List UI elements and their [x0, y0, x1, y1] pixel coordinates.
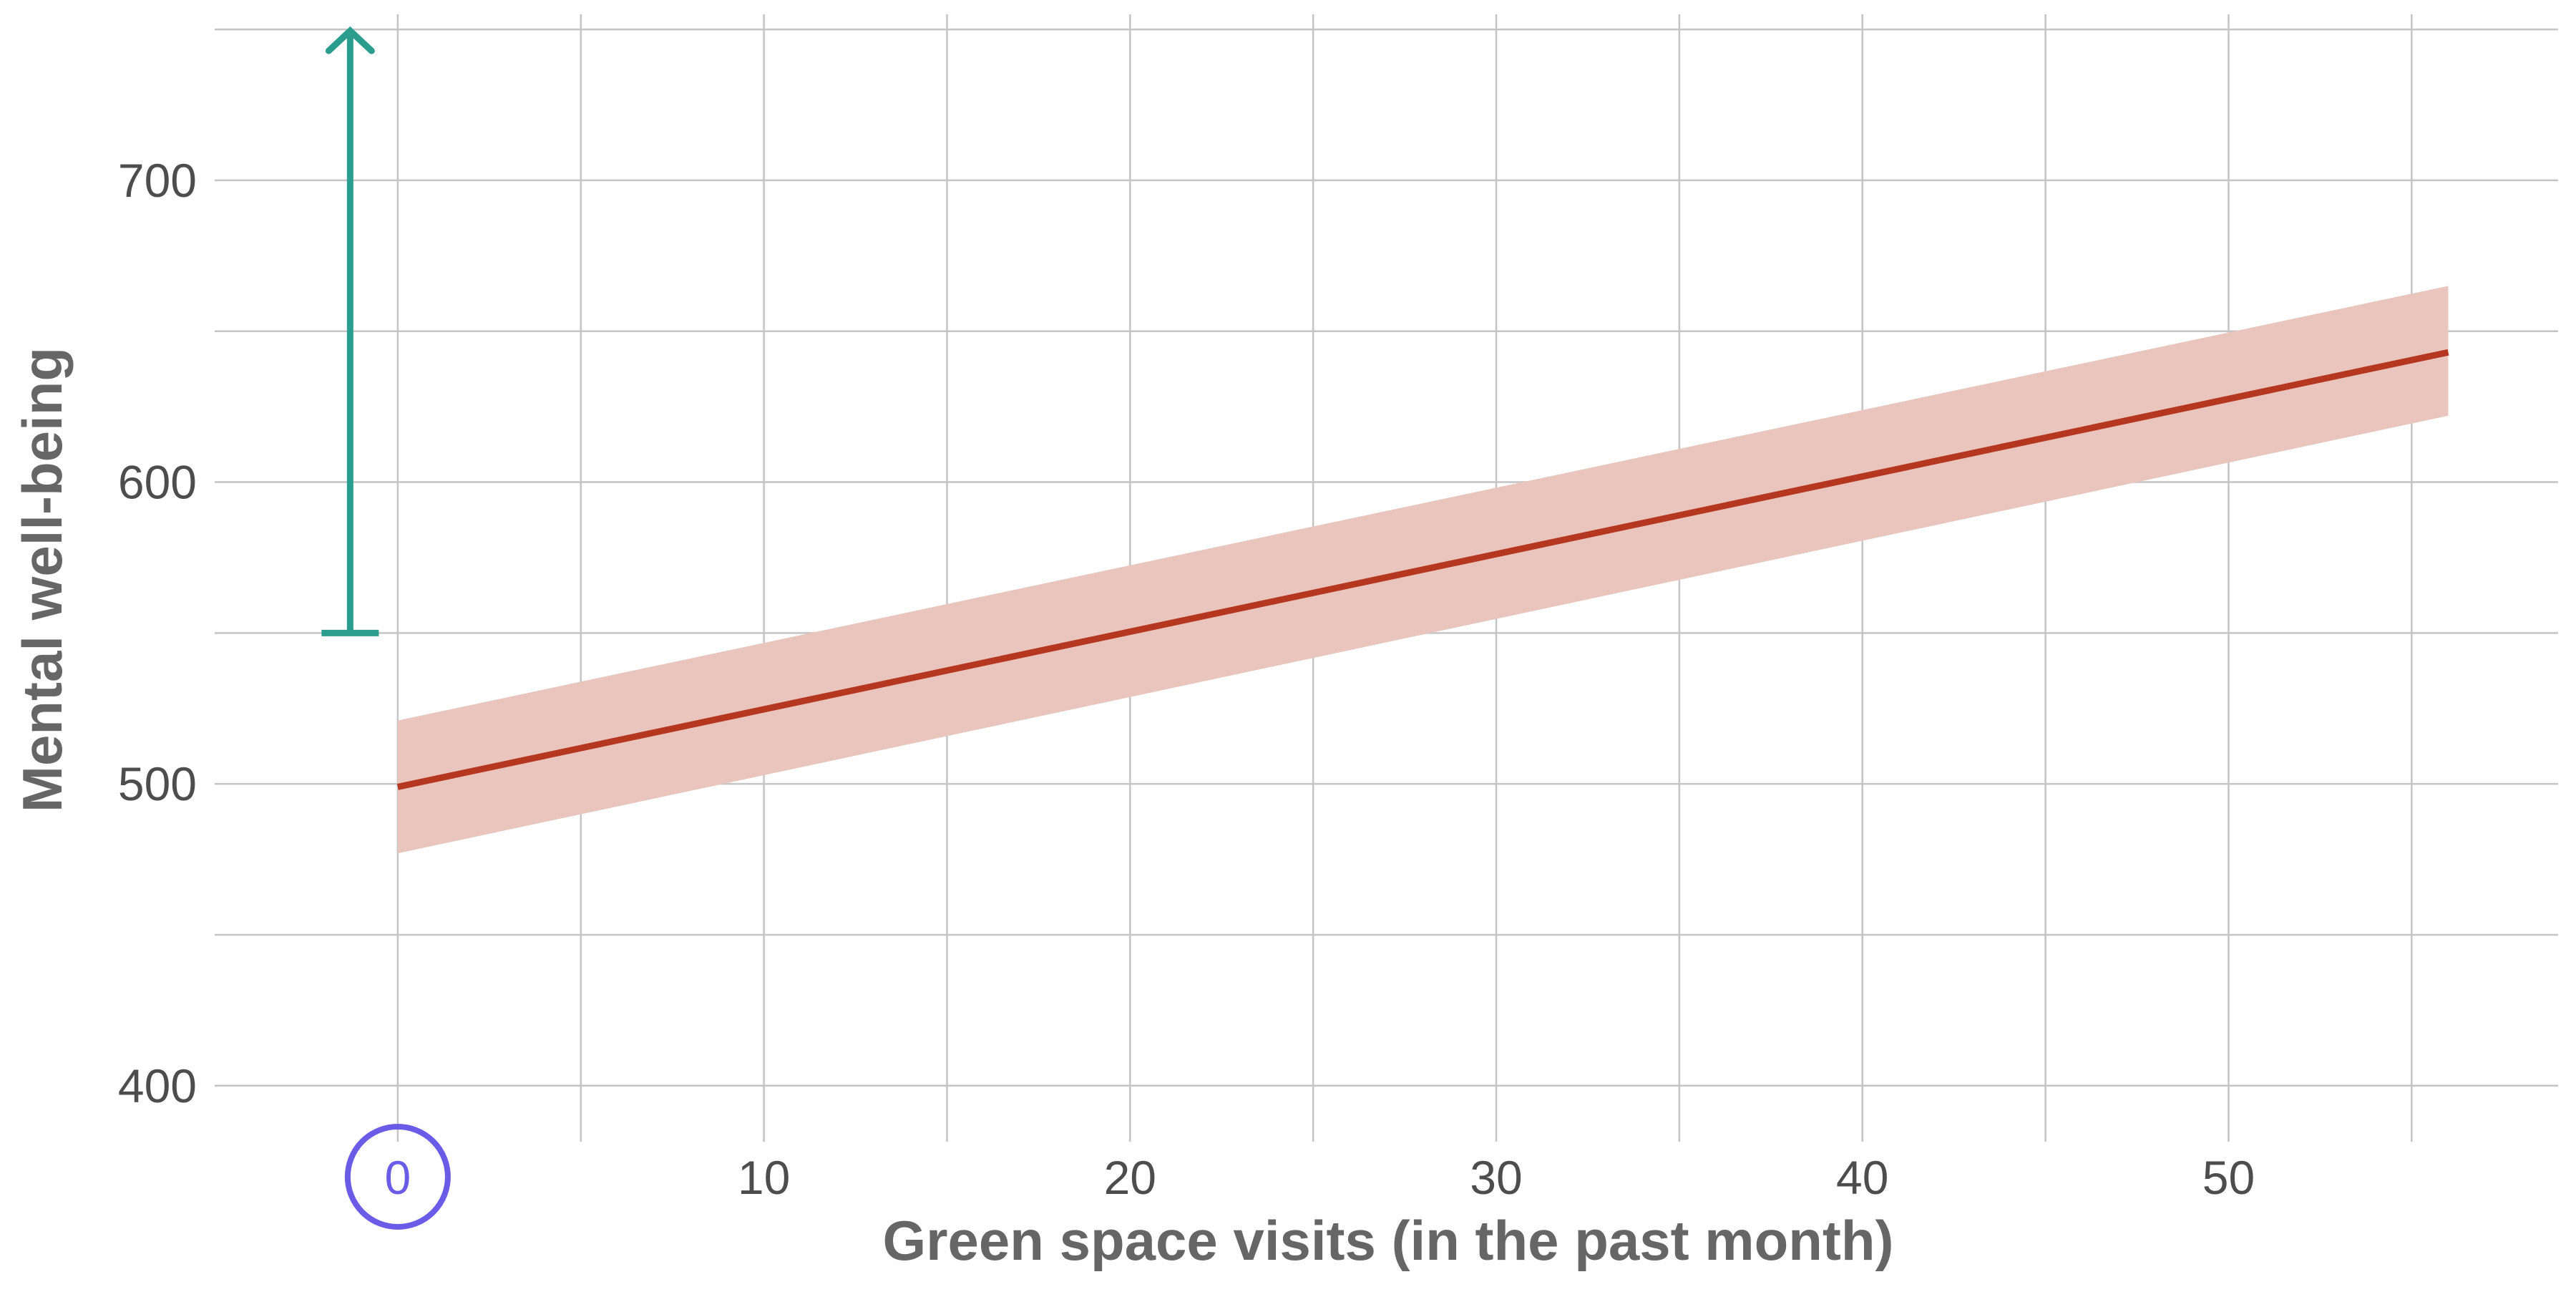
y-tick-label: 400 — [118, 1059, 197, 1112]
regression-line-layer — [396, 349, 2449, 790]
annotation-layer — [321, 26, 451, 1230]
arrow-head — [325, 26, 375, 54]
x-tick-label: 30 — [1470, 1151, 1522, 1204]
y-axis-title: Mental well-being — [11, 347, 74, 812]
highlight-circle — [344, 1124, 451, 1230]
x-tick-label: 50 — [2202, 1151, 2255, 1204]
y-tick-labels: 400 500 600 700 — [118, 154, 197, 1112]
x-tick-label: 20 — [1104, 1151, 1156, 1204]
y-tick-label: 600 — [118, 456, 197, 509]
y-tick-label: 500 — [118, 757, 197, 810]
x-tick-labels: 0 10 20 30 40 50 — [385, 1151, 2255, 1204]
x-tick-label: 0 — [385, 1151, 411, 1204]
regression-line — [396, 349, 2449, 790]
x-tick-label: 10 — [738, 1151, 790, 1204]
y-tick-label: 700 — [118, 154, 197, 207]
x-tick-label: 40 — [1836, 1151, 1888, 1204]
x-axis-title: Green space visits (in the past month) — [883, 1209, 1894, 1272]
